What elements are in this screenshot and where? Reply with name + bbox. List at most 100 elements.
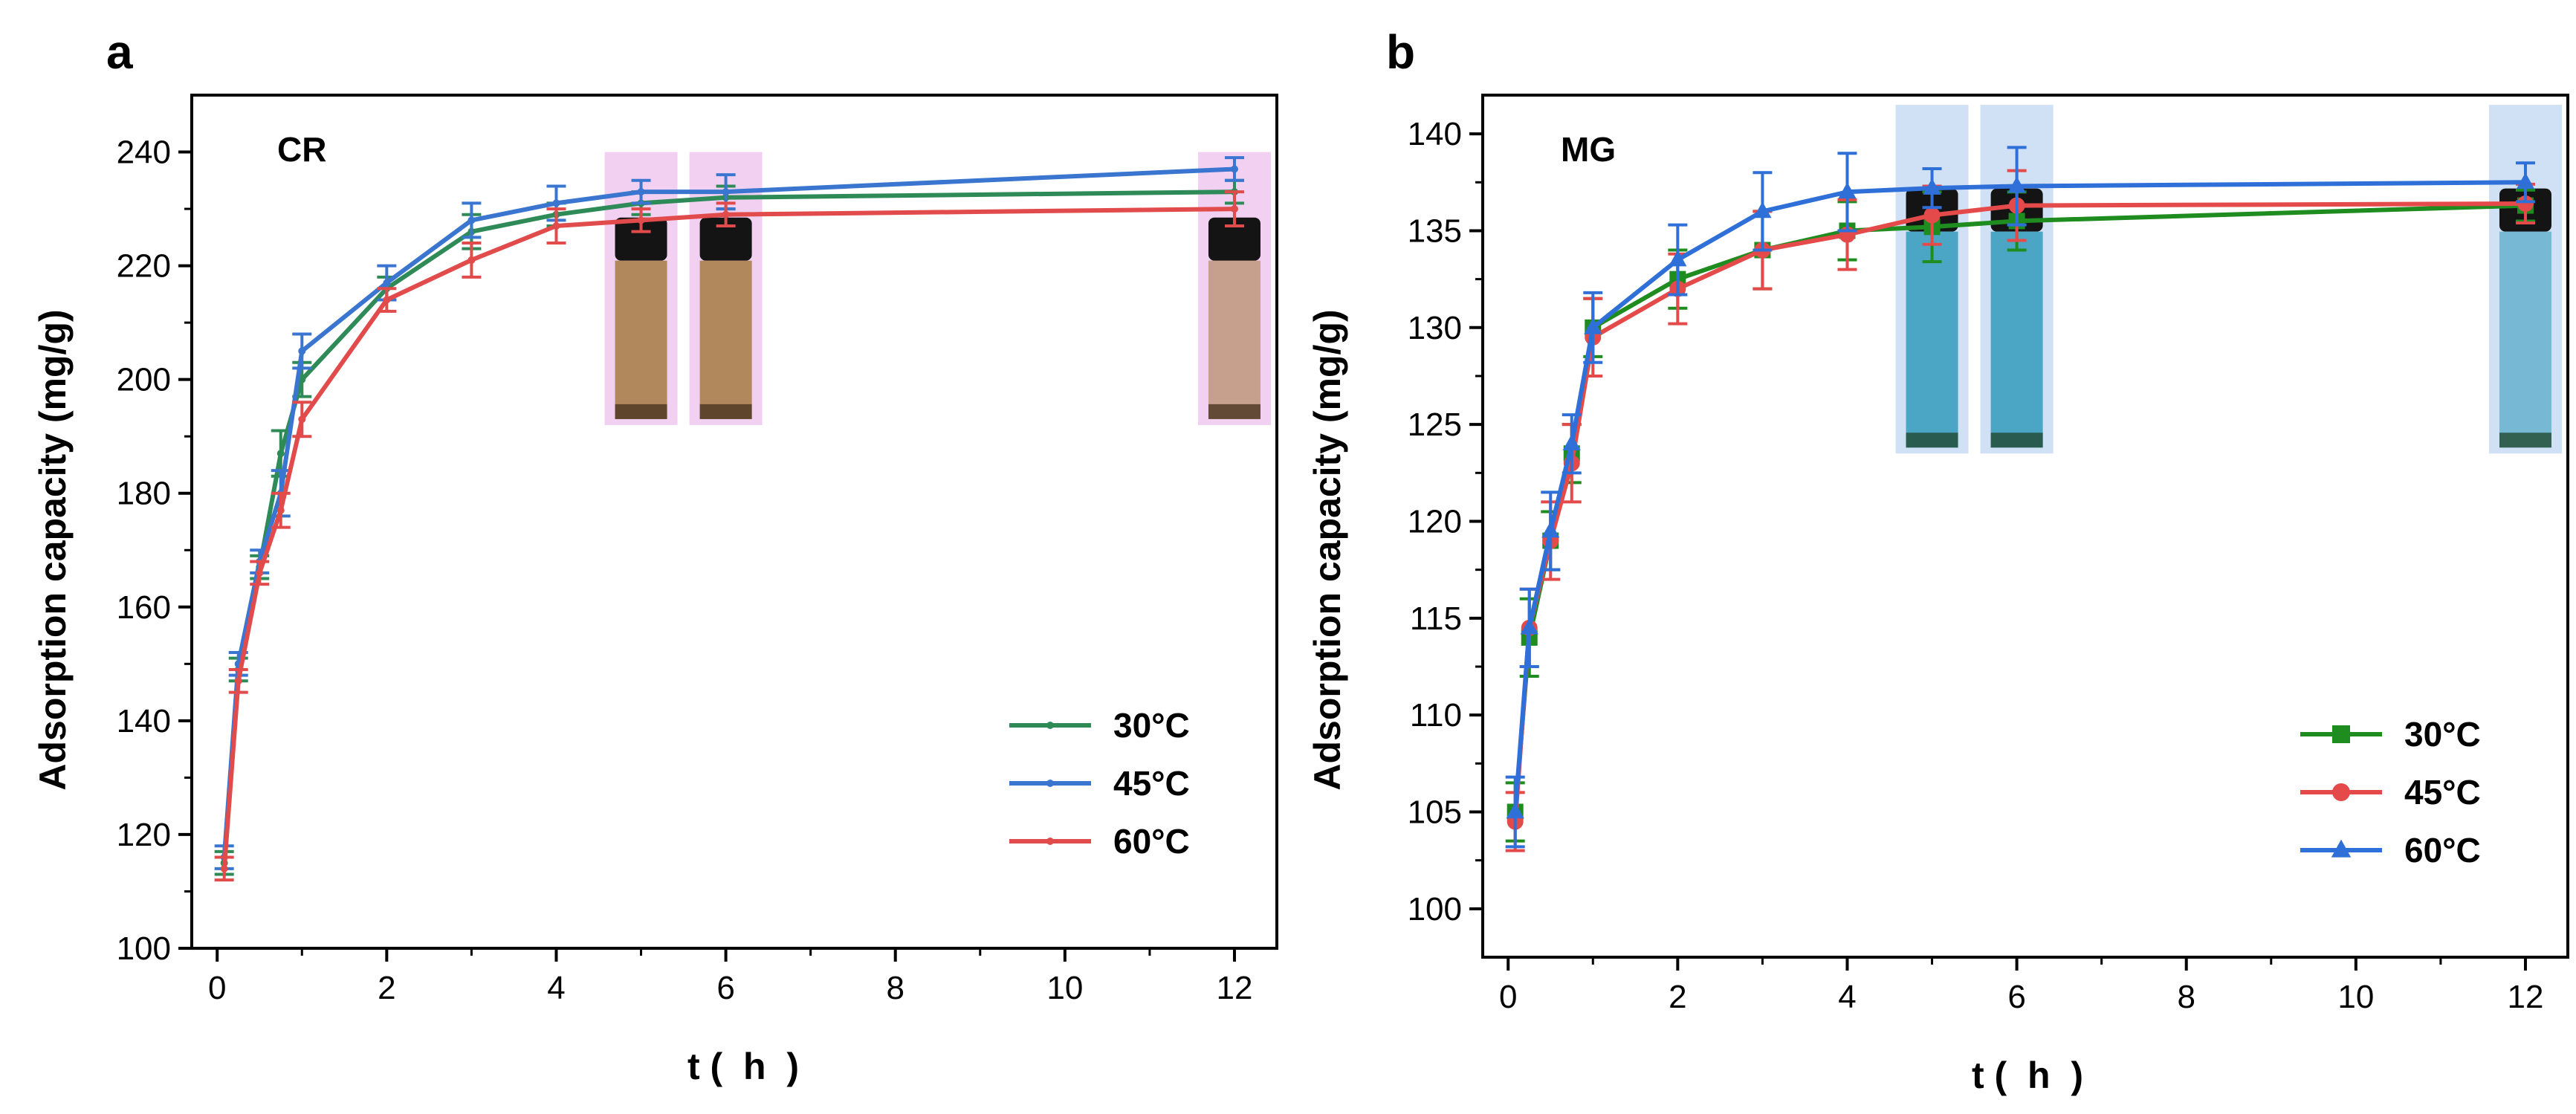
panel-a-data-point xyxy=(722,188,730,196)
panel-b-data-point xyxy=(1923,178,1941,195)
panel-b-x-tick-label: 4 xyxy=(1838,979,1856,1015)
panel-b-y-tick-label: 100 xyxy=(1408,891,1462,927)
panel-b-vial-highlights xyxy=(1895,105,2562,454)
panel-b-data-point xyxy=(2517,195,2534,212)
panel-b-y-tick-label: 125 xyxy=(1408,407,1462,443)
panel-a-vial-liquid xyxy=(699,260,752,419)
panel-b-legend-marker xyxy=(2332,783,2350,801)
panel-a-legend: 30°C 45°C 60°C xyxy=(1009,706,1190,861)
panel-b-series-layer xyxy=(1505,146,2535,852)
panel-b-x-axis-title: t ( h ) xyxy=(1972,1055,2083,1096)
panel-b-x-tick-label: 6 xyxy=(2007,979,2025,1015)
panel-a-x-tick-label: 4 xyxy=(547,970,565,1006)
panel-b-legend-label: 60°C xyxy=(2404,831,2481,869)
panel-a-legend-label: 45°C xyxy=(1113,764,1190,803)
panel-b-vial-liquid xyxy=(2499,231,2551,448)
panel-b-x-tick-label: 12 xyxy=(2507,979,2543,1015)
panel-a-legend-label: 30°C xyxy=(1113,706,1190,745)
panel-a-data-point xyxy=(256,569,264,577)
panel-a-y-tick-label: 240 xyxy=(117,135,171,171)
panel-b-plot-frame xyxy=(1481,94,2569,959)
panel-a-y-tick-label: 160 xyxy=(117,589,171,626)
panel-a-x-tick-label: 0 xyxy=(208,970,226,1006)
panel-a-series-layer xyxy=(214,156,1244,882)
panel-a-vial-liquid xyxy=(615,260,667,419)
panel-b-data-point xyxy=(1669,250,1687,267)
panel-a-data-point xyxy=(298,415,306,424)
panel-a-vial-sediment xyxy=(1208,404,1261,419)
chart-panel-a: a CR Adsorption capacity (mg/g) t ( h ) … xyxy=(32,25,1278,1087)
panel-a-y-tick-label: 200 xyxy=(117,362,171,398)
panel-a-data-point xyxy=(383,279,391,287)
panel-a-data-point xyxy=(637,216,645,224)
panel-b-x-tick-label: 8 xyxy=(2177,979,2195,1015)
panel-a-x-tick-label: 2 xyxy=(378,970,395,1006)
panel-a-y-tick-label: 220 xyxy=(117,248,171,285)
chart-panel-b: b MG Adsorption capacity (mg/g) t ( h ) … xyxy=(1307,25,2569,1096)
panel-a-data-point xyxy=(1230,205,1238,213)
panel-a-vial-sediment xyxy=(699,404,752,419)
panel-a-x-tick-label: 6 xyxy=(716,970,734,1006)
panel-b-x-tick-label: 10 xyxy=(2337,979,2374,1015)
panel-a-y-tick-label: 100 xyxy=(117,930,171,967)
panel-a-y-axis-title: Adsorption capacity (mg/g) xyxy=(32,309,74,790)
panel-a-y-tick-label: 120 xyxy=(117,817,171,853)
panel-b-legend: 30°C 45°C 60°C xyxy=(2300,715,2481,869)
panel-a-y-tick-label: 140 xyxy=(117,703,171,739)
panel-b-y-tick-label: 105 xyxy=(1408,794,1462,830)
panel-b-x-tick-label: 2 xyxy=(1669,979,1686,1015)
panel-a-plot-frame xyxy=(190,94,1278,950)
panel-b-y-tick-label: 140 xyxy=(1408,116,1462,152)
panel-b-ticks: 0 2 4 6 8 10 12 100 105 110 115 120 125 130 135 140 xyxy=(1408,116,2544,1015)
panel-b-y-tick-label: 110 xyxy=(1410,697,1462,734)
panel-b-data-point xyxy=(2007,176,2026,193)
panel-a-label: a xyxy=(106,25,133,79)
panel-b-data-point xyxy=(1923,207,1941,224)
panel-a-data-point xyxy=(467,256,476,264)
panel-a-data-point xyxy=(383,296,391,304)
panel-b-legend-marker xyxy=(2331,839,2352,858)
panel-a-vial-liquid xyxy=(1208,260,1261,419)
panel-b-vial-sediment xyxy=(2499,433,2551,448)
panel-a-x-tick-label: 12 xyxy=(1216,970,1252,1006)
panel-b-vial-sediment xyxy=(1906,433,1958,448)
panel-a-vial-cap xyxy=(699,217,752,261)
panel-b-data-point xyxy=(1584,317,1602,334)
panel-b-data-point xyxy=(1753,201,1772,218)
panel-a-data-point xyxy=(220,864,228,872)
panel-a-vial-sediment xyxy=(615,404,667,419)
panel-b-dye-label: MG xyxy=(1561,130,1616,169)
panel-b-y-tick-label: 115 xyxy=(1410,600,1462,637)
panel-a-y-tick-label: 180 xyxy=(117,476,171,512)
panel-a-x-tick-label: 10 xyxy=(1046,970,1083,1006)
panel-a-ticks: 0 2 4 6 8 10 12 100 120 140 160 180 200 220 240 xyxy=(117,135,1253,1006)
panel-a-data-point xyxy=(637,188,645,196)
panel-a-data-point xyxy=(298,347,306,355)
panel-b-data-point xyxy=(1541,521,1560,538)
panel-a-data-point xyxy=(234,677,242,685)
panel-a-data-point xyxy=(552,199,560,207)
panel-b-legend-label: 30°C xyxy=(2404,715,2481,754)
panel-b-vial-liquid xyxy=(1906,231,1958,448)
panel-b-data-point xyxy=(1838,182,1857,199)
panel-a-legend-label: 60°C xyxy=(1113,822,1190,861)
panel-b-label: b xyxy=(1386,25,1415,79)
panel-b-y-tick-label: 135 xyxy=(1408,213,1462,249)
panel-a-legend-marker xyxy=(1046,780,1054,787)
panel-a-data-point xyxy=(276,506,285,514)
panel-a-data-point xyxy=(1230,165,1238,173)
panel-a-dye-label: CR xyxy=(277,130,326,169)
panel-b-y-tick-label: 130 xyxy=(1408,310,1462,346)
panel-a-data-point xyxy=(722,210,730,218)
panel-a-vial-cap xyxy=(615,217,667,261)
panel-b-data-point xyxy=(2516,172,2535,190)
panel-b-legend-label: 45°C xyxy=(2404,773,2481,812)
panel-a-legend-marker xyxy=(1046,838,1054,845)
panel-b-y-tick-label: 120 xyxy=(1408,503,1462,540)
panel-a-legend-marker xyxy=(1046,722,1054,729)
panel-a-data-point xyxy=(552,222,560,230)
panel-b-x-tick-label: 0 xyxy=(1499,979,1517,1015)
panel-a-vial-cap xyxy=(1208,217,1261,261)
panel-b-data-point xyxy=(1506,802,1524,819)
